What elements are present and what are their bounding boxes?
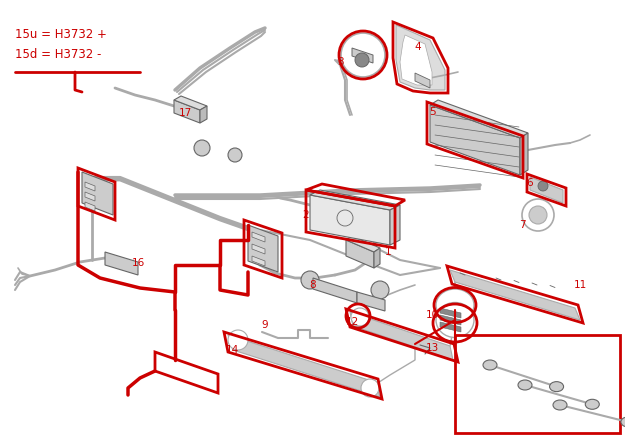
Text: 1: 1	[385, 247, 391, 257]
Circle shape	[228, 330, 248, 350]
Polygon shape	[440, 315, 461, 325]
Polygon shape	[310, 195, 390, 245]
Ellipse shape	[436, 303, 474, 337]
Circle shape	[301, 271, 319, 289]
Polygon shape	[390, 205, 400, 245]
Circle shape	[371, 281, 389, 299]
Ellipse shape	[553, 400, 567, 410]
Polygon shape	[450, 270, 580, 320]
Text: 5: 5	[429, 107, 435, 117]
Polygon shape	[415, 73, 430, 88]
Polygon shape	[346, 240, 374, 268]
Polygon shape	[396, 25, 445, 90]
Polygon shape	[252, 256, 265, 266]
Polygon shape	[105, 252, 138, 275]
Ellipse shape	[483, 360, 497, 370]
Polygon shape	[313, 278, 357, 303]
Polygon shape	[374, 248, 380, 268]
Circle shape	[529, 206, 547, 224]
Text: 4: 4	[415, 42, 421, 52]
Text: 6: 6	[527, 178, 533, 188]
Text: 17: 17	[178, 108, 192, 118]
Polygon shape	[82, 172, 113, 215]
Polygon shape	[228, 335, 380, 397]
Text: 8: 8	[310, 280, 316, 290]
Polygon shape	[350, 312, 453, 360]
Polygon shape	[85, 182, 95, 191]
Text: 16: 16	[131, 258, 144, 268]
Text: 3: 3	[337, 57, 343, 67]
Text: 9: 9	[262, 320, 268, 330]
Polygon shape	[85, 192, 95, 201]
Text: 2: 2	[302, 210, 309, 220]
Polygon shape	[252, 232, 265, 242]
Circle shape	[351, 308, 369, 326]
Ellipse shape	[436, 289, 474, 321]
Circle shape	[538, 181, 548, 191]
Ellipse shape	[549, 382, 564, 392]
Polygon shape	[310, 190, 400, 210]
Polygon shape	[252, 244, 265, 254]
Polygon shape	[85, 202, 95, 211]
Circle shape	[337, 210, 353, 226]
Text: 15d = H3732 -: 15d = H3732 -	[15, 48, 101, 61]
Circle shape	[228, 148, 242, 162]
Polygon shape	[174, 100, 200, 123]
Circle shape	[341, 33, 385, 77]
Circle shape	[194, 140, 210, 156]
Ellipse shape	[518, 380, 532, 390]
Ellipse shape	[585, 399, 599, 409]
Polygon shape	[357, 292, 385, 311]
Ellipse shape	[621, 417, 625, 427]
Polygon shape	[352, 48, 373, 63]
Polygon shape	[440, 322, 461, 332]
Text: 11: 11	[573, 280, 587, 290]
Circle shape	[361, 379, 379, 397]
Polygon shape	[200, 106, 207, 123]
Text: 7: 7	[519, 220, 525, 230]
Polygon shape	[174, 96, 207, 110]
Polygon shape	[346, 236, 380, 252]
Polygon shape	[248, 225, 278, 272]
Text: 13: 13	[426, 343, 439, 353]
Text: 14: 14	[226, 345, 239, 355]
Text: 15u = H3732 +: 15u = H3732 +	[15, 28, 107, 41]
Circle shape	[355, 53, 369, 67]
Bar	[455, 335, 620, 433]
Text: 10: 10	[426, 310, 439, 320]
Polygon shape	[400, 35, 432, 85]
Polygon shape	[430, 100, 528, 138]
Polygon shape	[430, 105, 520, 175]
Polygon shape	[440, 308, 461, 318]
Polygon shape	[520, 133, 528, 175]
Polygon shape	[530, 177, 563, 203]
Circle shape	[522, 199, 554, 231]
Text: 12: 12	[346, 317, 359, 327]
